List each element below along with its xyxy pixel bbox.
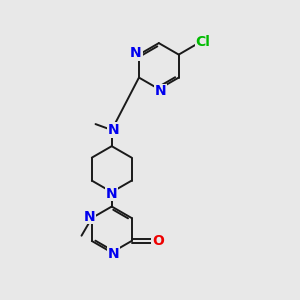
Text: O: O xyxy=(152,234,164,248)
Text: Cl: Cl xyxy=(195,35,210,49)
Text: N: N xyxy=(107,247,119,261)
Text: N: N xyxy=(130,46,142,60)
Text: N: N xyxy=(84,209,95,224)
Text: N: N xyxy=(107,123,119,137)
Text: N: N xyxy=(106,187,118,201)
Text: N: N xyxy=(154,84,166,98)
